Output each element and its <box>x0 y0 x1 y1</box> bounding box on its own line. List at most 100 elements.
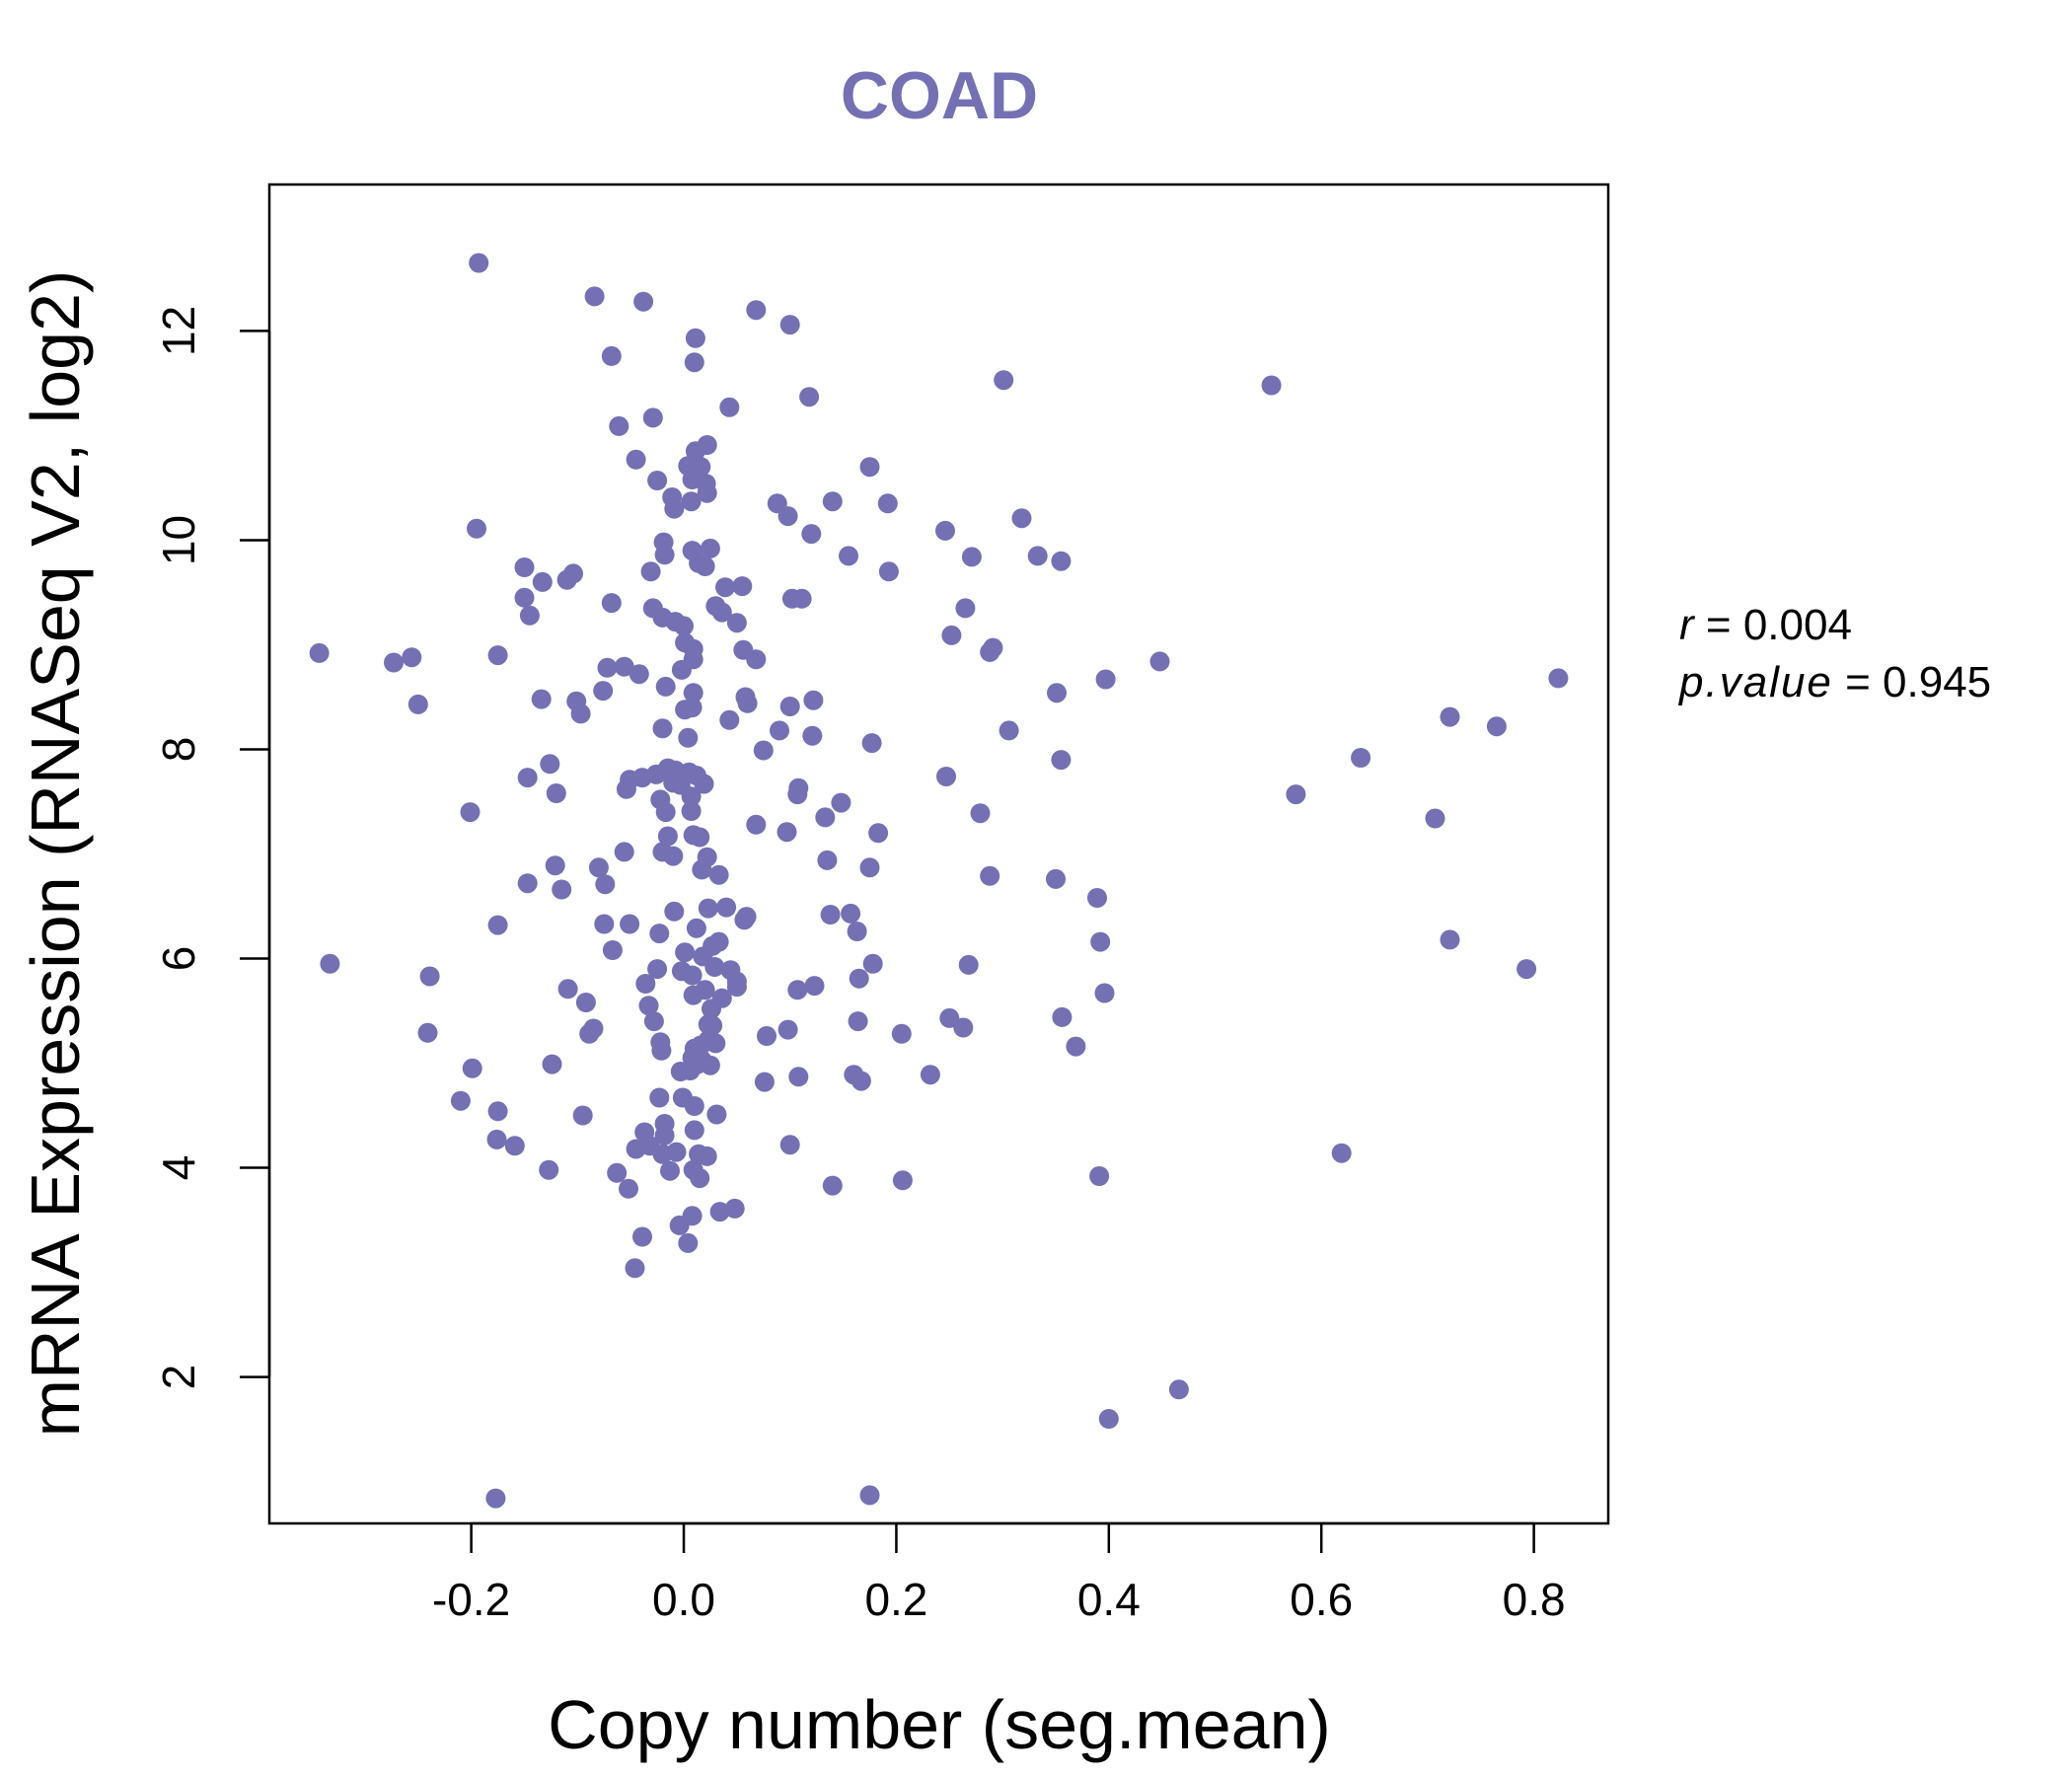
data-point <box>719 397 740 417</box>
data-point <box>1090 931 1111 952</box>
data-point <box>815 807 836 828</box>
data-point <box>920 1065 940 1085</box>
data-point <box>1261 375 1282 396</box>
y-tick-label: 6 <box>153 946 204 972</box>
data-point <box>638 996 659 1016</box>
x-tick-label: 0.6 <box>1290 1574 1353 1625</box>
p-annotation: p.value = 0.945 <box>1677 658 1991 706</box>
data-point <box>1066 1036 1086 1057</box>
data-point <box>557 979 578 999</box>
data-point <box>706 1104 727 1125</box>
data-point <box>779 1135 800 1155</box>
data-point <box>657 826 678 847</box>
data-point <box>708 864 729 885</box>
stats-annotation: r = 0.004 p.value = 0.945 <box>1677 601 1991 706</box>
data-point <box>625 1258 645 1279</box>
data-point <box>698 898 718 919</box>
data-point <box>831 792 851 813</box>
data-point <box>779 697 800 716</box>
data-point <box>643 1011 664 1032</box>
data-point <box>719 709 740 730</box>
data-point <box>647 471 668 490</box>
data-point <box>649 924 670 944</box>
data-point <box>709 1202 730 1222</box>
p-label: p.value <box>1677 658 1833 706</box>
data-point <box>517 768 538 788</box>
data-point <box>724 1198 745 1219</box>
x-axis: -0.2 0.0 0.2 0.4 0.6 0.8 <box>432 1521 1566 1625</box>
data-point <box>700 1055 720 1075</box>
data-point <box>892 1170 913 1191</box>
data-point <box>595 874 616 895</box>
data-point <box>601 593 622 614</box>
y-tick-label: 8 <box>153 737 204 763</box>
data-point <box>757 1026 777 1046</box>
data-point <box>777 822 797 843</box>
data-point <box>514 587 535 608</box>
data-point <box>531 689 552 709</box>
p-value: 0.945 <box>1883 658 1991 706</box>
data-point <box>540 754 560 775</box>
data-point <box>817 850 838 870</box>
data-point <box>626 1139 646 1159</box>
data-point <box>614 656 634 677</box>
data-point <box>640 561 661 582</box>
data-point <box>669 1215 690 1235</box>
data-point <box>487 645 508 666</box>
data-point <box>320 953 340 974</box>
data-point <box>419 966 440 987</box>
data-point <box>642 407 663 428</box>
data-point <box>467 518 486 539</box>
data-point <box>546 783 566 803</box>
data-point <box>716 897 737 918</box>
data-point <box>584 286 605 307</box>
data-point <box>678 1232 699 1253</box>
data-point <box>670 1062 691 1081</box>
data-point <box>487 1101 508 1122</box>
data-point <box>609 415 629 436</box>
data-point <box>654 1125 675 1146</box>
data-point <box>791 588 812 609</box>
data-point <box>1051 750 1072 771</box>
data-point <box>579 1023 600 1044</box>
data-point <box>633 291 654 312</box>
data-point <box>803 690 824 710</box>
data-point <box>681 491 702 512</box>
data-point <box>655 802 676 823</box>
data-point <box>1168 1379 1189 1400</box>
data-point <box>660 1160 680 1181</box>
data-point <box>877 493 898 514</box>
data-point <box>607 1162 628 1183</box>
data-point <box>868 823 889 844</box>
x-axis-label: Copy number (seg.mean) <box>548 1686 1331 1763</box>
data-point <box>462 1058 482 1078</box>
data-point <box>705 1033 726 1054</box>
data-point <box>460 802 481 823</box>
data-point <box>517 873 538 894</box>
data-point <box>614 842 634 862</box>
data-point <box>685 328 705 348</box>
data-point <box>891 1023 912 1044</box>
data-point <box>684 352 704 373</box>
data-point <box>469 253 489 273</box>
y-axis: 2 4 6 8 10 12 <box>153 306 271 1389</box>
data-point <box>684 1096 704 1116</box>
y-tick-label: 4 <box>153 1155 204 1181</box>
data-point <box>936 767 956 786</box>
data-point <box>999 720 1019 741</box>
data-point <box>799 387 820 407</box>
data-point <box>702 999 721 1019</box>
data-point <box>847 922 867 941</box>
data-point <box>1046 868 1066 889</box>
data-point <box>746 649 767 670</box>
data-point <box>1087 888 1107 908</box>
data-point <box>542 1054 562 1074</box>
data-point <box>572 1105 593 1126</box>
data-point <box>1286 784 1306 805</box>
data-point <box>958 954 979 975</box>
data-point <box>1094 983 1115 1003</box>
data-point <box>839 546 858 566</box>
data-point <box>746 300 767 321</box>
data-point <box>802 725 823 746</box>
